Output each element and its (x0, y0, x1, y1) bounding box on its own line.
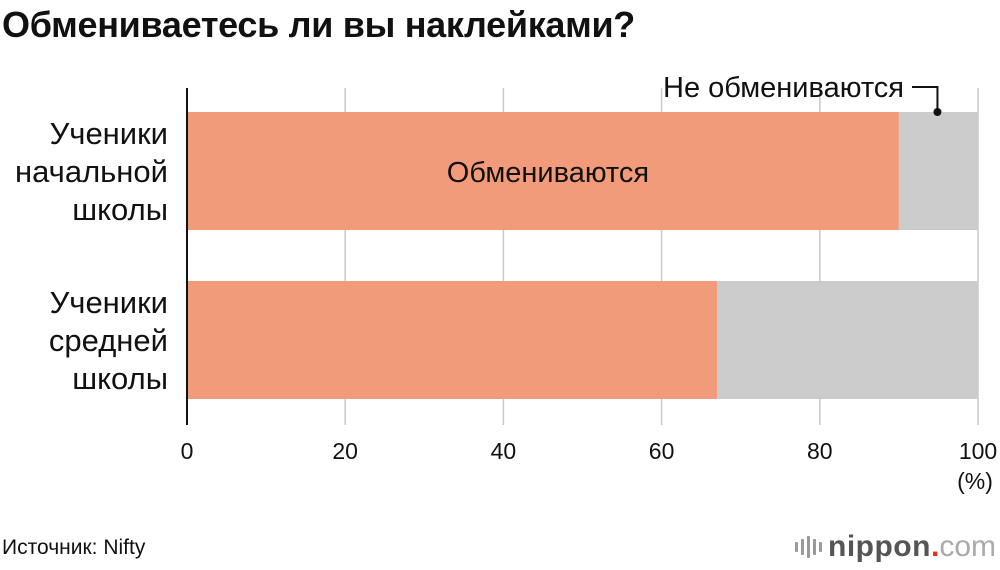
category-label: Ученики (50, 116, 168, 151)
x-tick-label: 100 (959, 438, 997, 464)
x-tick-label: 60 (649, 438, 675, 464)
category-label: Ученики (50, 285, 168, 320)
chart-title: Обмениваетесь ли вы наклейками? (2, 4, 635, 45)
brand-logo: nippon. com (795, 530, 996, 564)
bar-no-exchange (898, 112, 978, 230)
category-label: школы (72, 192, 168, 227)
x-tick-label: 40 (491, 438, 517, 464)
bar-exchange (187, 112, 899, 230)
category-label: начальной (15, 154, 168, 189)
series-label-no-exchange: Не обмениваются (663, 72, 904, 104)
x-tick-label: 0 (181, 438, 194, 464)
leader-line (912, 86, 939, 112)
x-tick-label: 80 (807, 438, 833, 464)
brand-domain: com (939, 530, 996, 563)
nippon-com-logo-mark-icon (795, 536, 822, 558)
bar-exchange (187, 281, 717, 399)
x-unit-label: (%) (957, 468, 993, 494)
category-label: средней (49, 323, 168, 358)
series-label-exchange: Обмениваются (447, 157, 649, 189)
category-label: школы (72, 361, 168, 396)
brand-name: nippon (828, 530, 931, 563)
leader-dot (933, 108, 942, 116)
x-tick-label: 20 (332, 438, 358, 464)
brand-dot: . (930, 530, 940, 563)
source-note: Источник: Nifty (2, 536, 146, 559)
bar-no-exchange (716, 281, 978, 399)
